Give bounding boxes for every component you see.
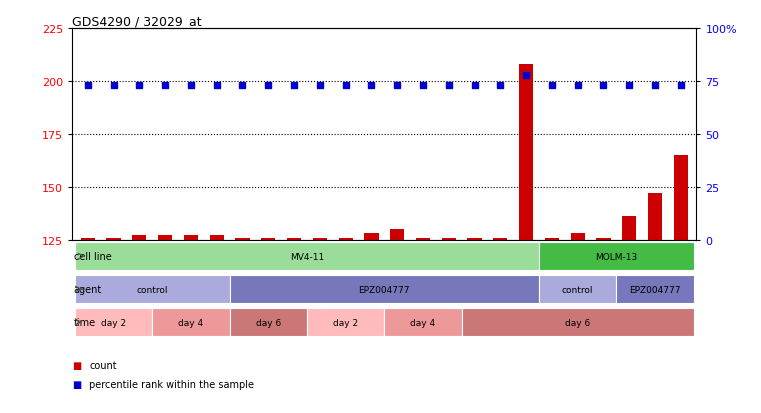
Bar	[313, 238, 327, 413]
Bar	[673, 156, 688, 413]
Bar	[648, 194, 662, 413]
Text: MOLM-13: MOLM-13	[595, 252, 638, 261]
Text: day 6: day 6	[256, 318, 281, 327]
Text: day 2: day 2	[333, 318, 358, 327]
Bar	[545, 238, 559, 413]
Bar	[152, 309, 230, 336]
Text: count: count	[89, 361, 116, 370]
Bar	[616, 275, 694, 303]
Bar	[158, 236, 172, 413]
Bar	[462, 309, 694, 336]
Text: GDS4290 / 32029_at: GDS4290 / 32029_at	[72, 15, 202, 28]
Text: day 2: day 2	[101, 318, 126, 327]
Bar	[81, 238, 95, 413]
Bar	[307, 309, 384, 336]
Bar	[519, 65, 533, 413]
Bar	[622, 217, 636, 413]
Bar	[287, 238, 301, 413]
Bar	[75, 243, 539, 271]
Text: MV4-11: MV4-11	[290, 252, 324, 261]
Text: day 4: day 4	[410, 318, 435, 327]
Bar	[467, 238, 482, 413]
Text: control: control	[136, 285, 168, 294]
Bar	[365, 234, 378, 413]
Text: day 4: day 4	[178, 318, 203, 327]
Bar	[184, 236, 198, 413]
Text: EPZ004777: EPZ004777	[358, 285, 410, 294]
Text: percentile rank within the sample: percentile rank within the sample	[89, 379, 254, 389]
Text: ■: ■	[72, 361, 81, 370]
Bar	[75, 309, 152, 336]
Bar	[597, 238, 610, 413]
Text: ■: ■	[72, 379, 81, 389]
Bar	[416, 238, 430, 413]
Bar	[571, 234, 584, 413]
Bar	[539, 275, 616, 303]
Text: cell line: cell line	[74, 252, 111, 261]
Bar	[493, 238, 508, 413]
Bar	[390, 230, 404, 413]
Bar	[539, 243, 694, 271]
Bar	[261, 238, 275, 413]
Bar	[107, 238, 121, 413]
Bar	[75, 275, 230, 303]
Text: control: control	[562, 285, 594, 294]
Bar	[209, 236, 224, 413]
Bar	[339, 238, 352, 413]
Bar	[235, 238, 250, 413]
Bar	[441, 238, 456, 413]
Text: time: time	[74, 317, 96, 327]
Text: EPZ004777: EPZ004777	[629, 285, 681, 294]
Bar	[132, 236, 146, 413]
Bar	[384, 309, 462, 336]
Bar	[230, 309, 307, 336]
Text: agent: agent	[74, 285, 102, 294]
Bar	[230, 275, 539, 303]
Text: day 6: day 6	[565, 318, 591, 327]
